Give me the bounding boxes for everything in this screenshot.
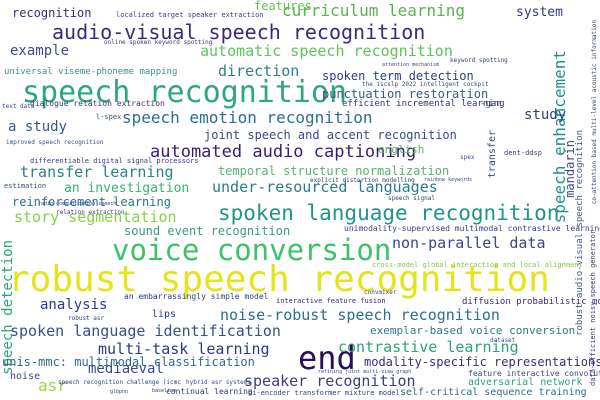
word-spex: spex — [460, 154, 475, 161]
word-dent-ddsp: dent-ddsp — [504, 149, 542, 157]
word-noise: noise — [10, 371, 41, 382]
word-speaker-recognition: speaker recognition — [244, 372, 416, 390]
word-bi-encoder-transformer-mixture-model: bi-encoder transformer mixture model — [248, 389, 400, 397]
word-english: english — [378, 143, 425, 156]
word-robust-speech-recognition: robust speech recognition — [8, 259, 550, 300]
word-story-segmentation: story segmentation — [14, 208, 177, 226]
word-localized-target-speaker-extraction: localized target speaker extraction — [116, 11, 264, 19]
word-noise-robust-speech-recognition: noise-robust speech recognition — [220, 306, 500, 324]
word-improved-speech-recognition: improved speech recognition — [6, 139, 104, 146]
word-voice-conversion: voice conversion — [112, 233, 392, 267]
word-spoken-term-detection: spoken term detection — [322, 69, 474, 83]
word-an-embarrassingly-simple-model: an embarrassingly simple model — [124, 292, 269, 301]
word-dataset: dataset — [490, 337, 516, 344]
word-continual-learning: continual learning — [166, 387, 253, 396]
word-a-study: a study — [8, 119, 68, 135]
word-unimodality-supervised: unimodality-supervised multimodal contra… — [344, 224, 600, 233]
word-contrastive-learning: contrastive learning — [338, 338, 519, 356]
word-text-data: text data — [2, 103, 35, 110]
word-dialogue-relation-extraction: dialogue relation extraction — [30, 99, 165, 108]
word-an-investigation: an investigation — [64, 181, 190, 196]
word-reinforcement-learning: reinforcement learning — [12, 195, 171, 209]
word-multi-task-learning: multi-task learning — [98, 340, 270, 358]
word-transfer-learning: transfer learning — [20, 163, 174, 181]
word-automated-audio-captioning: automated audio captioning — [150, 142, 417, 162]
word-under-resourced-languages: under-resourced languages — [212, 178, 438, 196]
word-joint-speech-and-accent-recognition: joint speech and accent recognition — [204, 128, 457, 142]
word-convmixer: convmixer — [364, 289, 397, 296]
word-system: system — [516, 5, 563, 20]
word-end: end — [298, 339, 356, 377]
word-relation-extraction: relation extraction — [56, 209, 125, 216]
word-keyword-spotting: keyword spotting — [450, 57, 508, 64]
word-punctuation-restoration: punctuation restoration — [322, 87, 489, 101]
word-the-iscslp-2022-intelligent-cockpit: the iscslp 2022 intelligent cockpit — [362, 81, 489, 88]
word-adversarial-network: adversarial network — [468, 377, 583, 388]
word-spoken-language-recognition: spoken language recognition — [218, 201, 560, 225]
word-interactive-feature-fusion: interactive feature fusion — [276, 297, 386, 305]
word-online-spoken-keyword-spotting: online spoken keyword spotting — [104, 39, 213, 46]
word-feature-interactive-convolution: feature interactive convolution — [468, 369, 600, 378]
word-gan: -gan — [480, 99, 502, 109]
word-cross-model-global-interaction: cross-model global interaction and local… — [372, 261, 583, 269]
word-automatic-speech-recognition: automatic speech recognition — [200, 42, 453, 60]
word-speech-signal: speech signal — [388, 195, 435, 202]
word-diffusion-probabilistic-model: diffusion probabilistic model — [462, 297, 600, 307]
word-explicit-distortion-modelling: explicit distortion modelling — [310, 177, 415, 184]
word-temporal-structure-normalization: temporal structure normalization — [218, 164, 450, 178]
word-co-attention-based: co-attention based multi-level acoustic … — [591, 20, 598, 205]
word-lips: lips — [152, 309, 177, 320]
word-radio-communication-speech: radio communication speech — [38, 201, 117, 207]
word-robust-asr: robust asr — [68, 315, 105, 322]
word-direction: direction — [218, 62, 300, 80]
word-baseline: baseline — [152, 388, 177, 394]
word-estimation: estimation — [4, 182, 47, 190]
word-transfer: transfer — [487, 130, 498, 179]
word-universal-viseme-phoneme-mapping: universal viseme-phoneme mapping — [4, 67, 178, 77]
word-asr: asr — [38, 376, 67, 395]
word-speech-recognition-challenge: speech recognition challenge (icmc — [58, 379, 181, 386]
word-efficient-incremental-learning: efficient incremental learning — [342, 99, 505, 109]
word-exemplar-based-voice-conversion: exemplar-based voice conversion — [370, 324, 576, 337]
word-unis-mmc: unis-mmc: multimodal classification — [2, 355, 255, 369]
word-rainbow-keywords: rainbow keywords — [424, 177, 473, 183]
word-spoken-language-identification: spoken language identification — [10, 322, 281, 340]
word-analysis: analysis — [40, 297, 108, 313]
word-features: features — [254, 0, 312, 13]
word-recognition: recognition — [12, 6, 92, 20]
word-data-efficient-noisy-speech-generator: data-efficient noisy speech generator — [589, 230, 597, 386]
word-speech-emotion-recognition: speech emotion recognition — [122, 108, 373, 127]
word-mediaeval: mediaeval — [88, 361, 164, 377]
word-self-critical-sequence-training: self-critical sequence training — [400, 387, 587, 398]
word-non-parallel-data: non-parallel data — [392, 234, 546, 252]
word-glbpnn: glbpnn — [110, 389, 129, 395]
word-sound-event-recognition: sound event recognition — [124, 224, 291, 238]
word-curriculum-learning: curriculum learning — [282, 1, 466, 20]
word-modality-specific-representations: modality-specific representations — [364, 355, 600, 369]
word-l-spex: l-spex — [96, 113, 122, 121]
word-speech-recognition: speech recognition — [22, 75, 348, 110]
word-study: study — [524, 107, 567, 123]
word-refining-joint-multi-view-graph: refining joint multi-view graph — [318, 369, 412, 375]
word-audio-visual-speech-recognition: audio-visual speech recognition — [52, 20, 426, 44]
word-hybrid-asr-systems: hybrid asr systems — [186, 379, 252, 386]
word-attention-mechanism: attention mechanism — [382, 62, 440, 68]
word-differentiable-digital-signal-processors: differentiable digital signal processors — [30, 157, 199, 165]
word-example: example — [10, 43, 70, 59]
